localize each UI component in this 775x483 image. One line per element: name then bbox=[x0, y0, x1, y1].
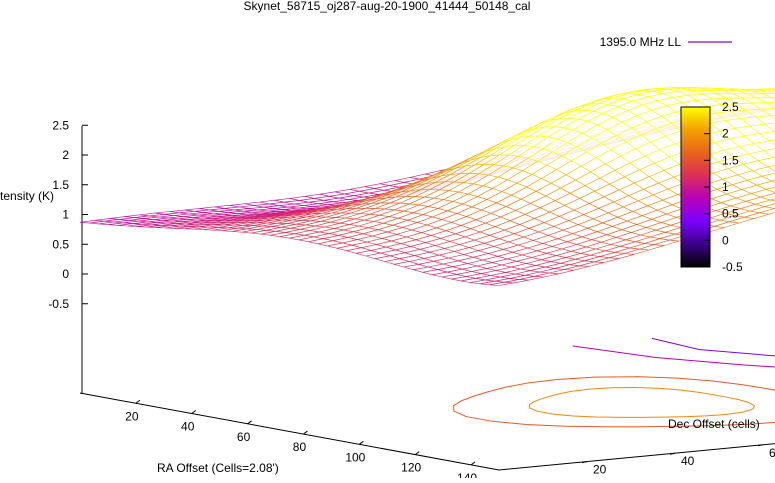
z-tick-label: 0.5 bbox=[52, 237, 69, 251]
chart-title: Skynet_58715_oj287-aug-20-1900_41444_501… bbox=[244, 0, 531, 13]
z-axis-label: Intensity (K) bbox=[0, 189, 54, 203]
y-tick-label: 20 bbox=[593, 463, 607, 477]
colorbar-tick-label: -0.5 bbox=[722, 260, 743, 274]
colorbar-tick-label: 1 bbox=[722, 180, 729, 194]
x-tick-label: 40 bbox=[181, 420, 195, 434]
x-tick-label: 20 bbox=[125, 409, 139, 423]
z-tick-label: 0 bbox=[62, 267, 69, 281]
legend-label: 1395.0 MHz LL bbox=[600, 35, 682, 49]
x-tick-label: 60 bbox=[237, 430, 251, 444]
z-tick-label: -0.5 bbox=[48, 297, 69, 311]
x-tick-label: 100 bbox=[345, 450, 365, 464]
colorbar-tick-label: 1.5 bbox=[722, 153, 739, 167]
z-tick-label: 1.5 bbox=[52, 178, 69, 192]
y-axis-label: Dec Offset (cells) bbox=[668, 417, 760, 431]
colorbar-tick-label: 0 bbox=[722, 233, 729, 247]
x-tick-label: 80 bbox=[293, 440, 307, 454]
z-tick-label: 1 bbox=[62, 208, 69, 222]
x-tick-label: 120 bbox=[401, 461, 421, 475]
x-axis-label: RA Offset (Cells=2.08') bbox=[157, 461, 279, 475]
contour-lines bbox=[454, 338, 775, 426]
colorbar-tick-label: 2 bbox=[722, 127, 729, 141]
y-tick-label: 60 bbox=[769, 446, 775, 460]
surface-mesh bbox=[80, 77, 775, 286]
colorbar-tick-label: 0.5 bbox=[722, 207, 739, 221]
z-tick-label: 2 bbox=[62, 148, 69, 162]
x-tick-label: 140 bbox=[457, 471, 477, 478]
z-tick-label: 2.5 bbox=[52, 118, 69, 132]
colorbar-tick-label: 2.5 bbox=[722, 100, 739, 114]
y-tick-label: 40 bbox=[681, 454, 695, 468]
